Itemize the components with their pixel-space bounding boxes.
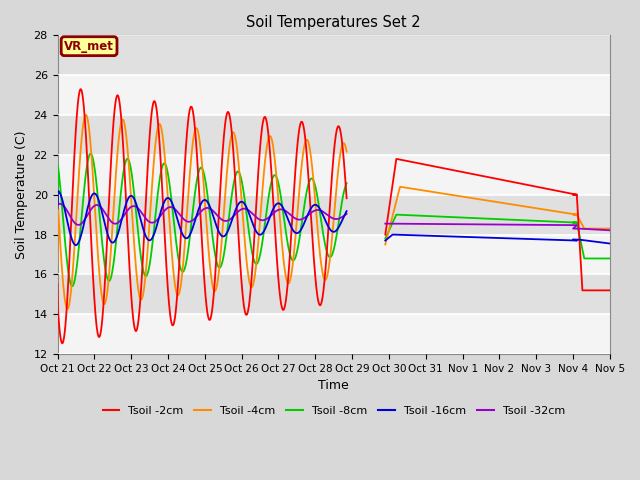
Bar [58, 115, 610, 155]
Y-axis label: Soil Temperature (C): Soil Temperature (C) [15, 131, 28, 259]
Bar [58, 36, 610, 75]
Bar [58, 275, 610, 314]
Bar [58, 75, 610, 115]
Bar [58, 195, 610, 235]
X-axis label: Time: Time [318, 379, 349, 392]
Title: Soil Temperatures Set 2: Soil Temperatures Set 2 [246, 15, 421, 30]
Bar [58, 155, 610, 195]
Bar [58, 235, 610, 275]
Bar [58, 314, 610, 354]
Legend: Tsoil -2cm, Tsoil -4cm, Tsoil -8cm, Tsoil -16cm, Tsoil -32cm: Tsoil -2cm, Tsoil -4cm, Tsoil -8cm, Tsoi… [98, 401, 570, 420]
Text: VR_met: VR_met [64, 40, 114, 53]
